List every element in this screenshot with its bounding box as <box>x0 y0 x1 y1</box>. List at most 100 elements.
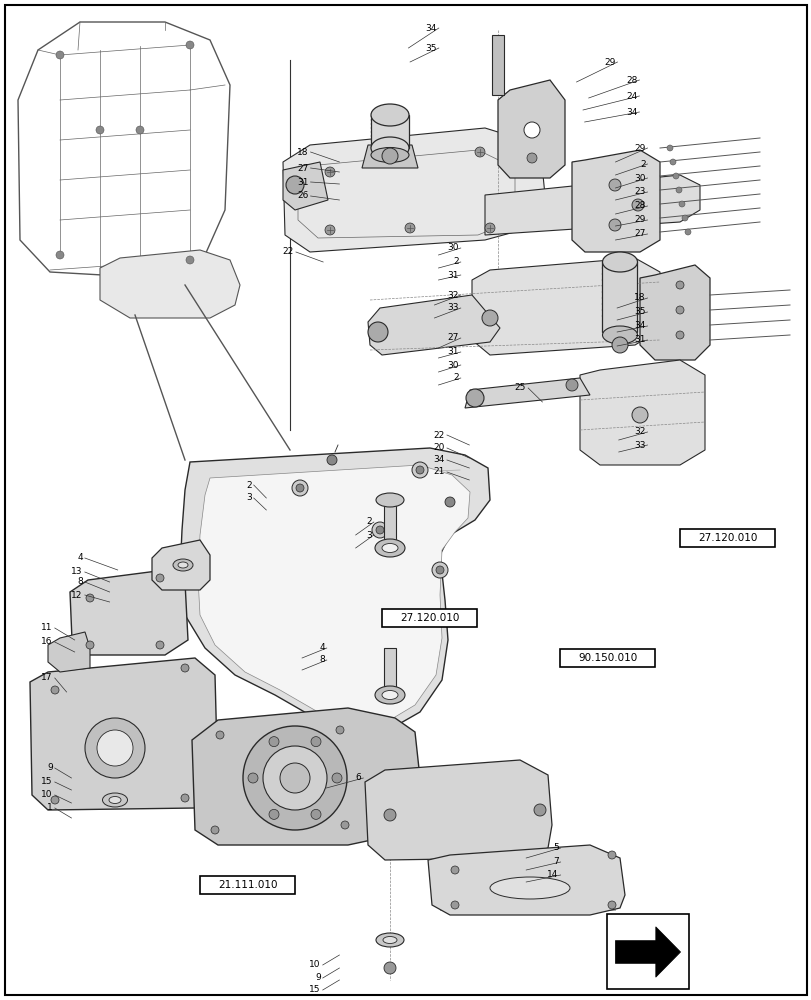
Text: 33: 33 <box>633 440 645 450</box>
Ellipse shape <box>375 686 405 704</box>
Text: 24: 24 <box>625 92 637 101</box>
Text: 2: 2 <box>453 257 458 266</box>
Circle shape <box>466 389 483 407</box>
Ellipse shape <box>371 104 409 126</box>
Polygon shape <box>639 265 709 360</box>
Polygon shape <box>362 145 418 168</box>
Text: 6: 6 <box>355 773 361 782</box>
Circle shape <box>327 455 337 465</box>
Circle shape <box>367 322 388 342</box>
Circle shape <box>608 219 620 231</box>
Text: 34: 34 <box>425 24 436 33</box>
Text: 18: 18 <box>633 294 645 302</box>
Text: 29: 29 <box>633 216 645 225</box>
Circle shape <box>332 773 341 783</box>
Text: 34: 34 <box>625 108 637 117</box>
Circle shape <box>336 726 344 734</box>
Text: 8: 8 <box>77 578 83 586</box>
Ellipse shape <box>109 796 121 803</box>
Bar <box>601 262 636 332</box>
Circle shape <box>341 821 349 829</box>
Text: 28: 28 <box>633 202 645 211</box>
Circle shape <box>681 215 687 221</box>
Circle shape <box>474 147 484 157</box>
Circle shape <box>484 223 495 233</box>
Polygon shape <box>191 708 419 845</box>
Bar <box>200 876 295 894</box>
Circle shape <box>676 281 683 289</box>
Text: 28: 28 <box>625 76 637 85</box>
Text: 25: 25 <box>514 383 526 392</box>
Text: 30: 30 <box>633 174 645 183</box>
Text: 32: 32 <box>447 290 458 300</box>
Text: 4: 4 <box>77 554 83 562</box>
Circle shape <box>676 187 681 193</box>
Bar <box>382 609 477 627</box>
Circle shape <box>56 51 64 59</box>
Text: 18: 18 <box>297 148 308 157</box>
Circle shape <box>631 407 647 423</box>
Polygon shape <box>283 128 544 252</box>
Text: 31: 31 <box>633 336 645 344</box>
Ellipse shape <box>102 793 127 807</box>
Text: 2: 2 <box>639 160 645 169</box>
Polygon shape <box>579 360 704 465</box>
Circle shape <box>51 796 59 804</box>
Circle shape <box>97 730 133 766</box>
Circle shape <box>156 574 164 582</box>
Text: 27: 27 <box>633 230 645 238</box>
Text: 20: 20 <box>433 444 444 452</box>
Text: 27: 27 <box>447 334 458 342</box>
Circle shape <box>311 737 320 747</box>
Circle shape <box>296 484 303 492</box>
Polygon shape <box>70 570 188 655</box>
Text: 31: 31 <box>447 270 458 279</box>
Polygon shape <box>571 150 659 252</box>
Bar <box>78 590 178 645</box>
Circle shape <box>384 809 396 821</box>
Circle shape <box>676 331 683 339</box>
Polygon shape <box>365 760 551 860</box>
Bar <box>491 35 504 95</box>
Polygon shape <box>48 632 90 672</box>
Text: 10: 10 <box>309 960 320 969</box>
Text: 22: 22 <box>433 430 444 440</box>
Ellipse shape <box>381 544 397 552</box>
Circle shape <box>371 522 388 538</box>
Polygon shape <box>283 162 328 210</box>
Circle shape <box>280 763 310 793</box>
Text: 13: 13 <box>71 568 83 576</box>
Circle shape <box>526 153 536 163</box>
Text: 9: 9 <box>315 973 320 982</box>
Text: 26: 26 <box>297 192 308 200</box>
Text: 34: 34 <box>433 456 444 464</box>
Text: 4: 4 <box>319 644 324 652</box>
Circle shape <box>85 718 145 778</box>
Polygon shape <box>427 845 624 915</box>
Ellipse shape <box>371 137 409 159</box>
Polygon shape <box>484 175 699 235</box>
Polygon shape <box>30 658 217 810</box>
Text: 90.150.010: 90.150.010 <box>577 653 637 663</box>
Bar <box>42 678 202 803</box>
Circle shape <box>631 199 643 211</box>
Circle shape <box>450 901 458 909</box>
Text: 8: 8 <box>319 656 324 664</box>
Text: 21.111.010: 21.111.010 <box>218 880 277 890</box>
Bar <box>560 649 654 667</box>
Text: 3: 3 <box>246 493 251 502</box>
Circle shape <box>96 126 104 134</box>
Text: 34: 34 <box>633 322 645 330</box>
Circle shape <box>324 225 335 235</box>
Circle shape <box>684 229 690 235</box>
Circle shape <box>450 866 458 874</box>
Text: 11: 11 <box>41 624 53 633</box>
Text: 7: 7 <box>552 857 558 866</box>
Text: 35: 35 <box>633 308 645 316</box>
Text: 30: 30 <box>447 243 458 252</box>
Ellipse shape <box>173 559 193 571</box>
Polygon shape <box>198 465 470 724</box>
Circle shape <box>86 641 94 649</box>
Circle shape <box>285 176 303 194</box>
Circle shape <box>672 173 678 179</box>
